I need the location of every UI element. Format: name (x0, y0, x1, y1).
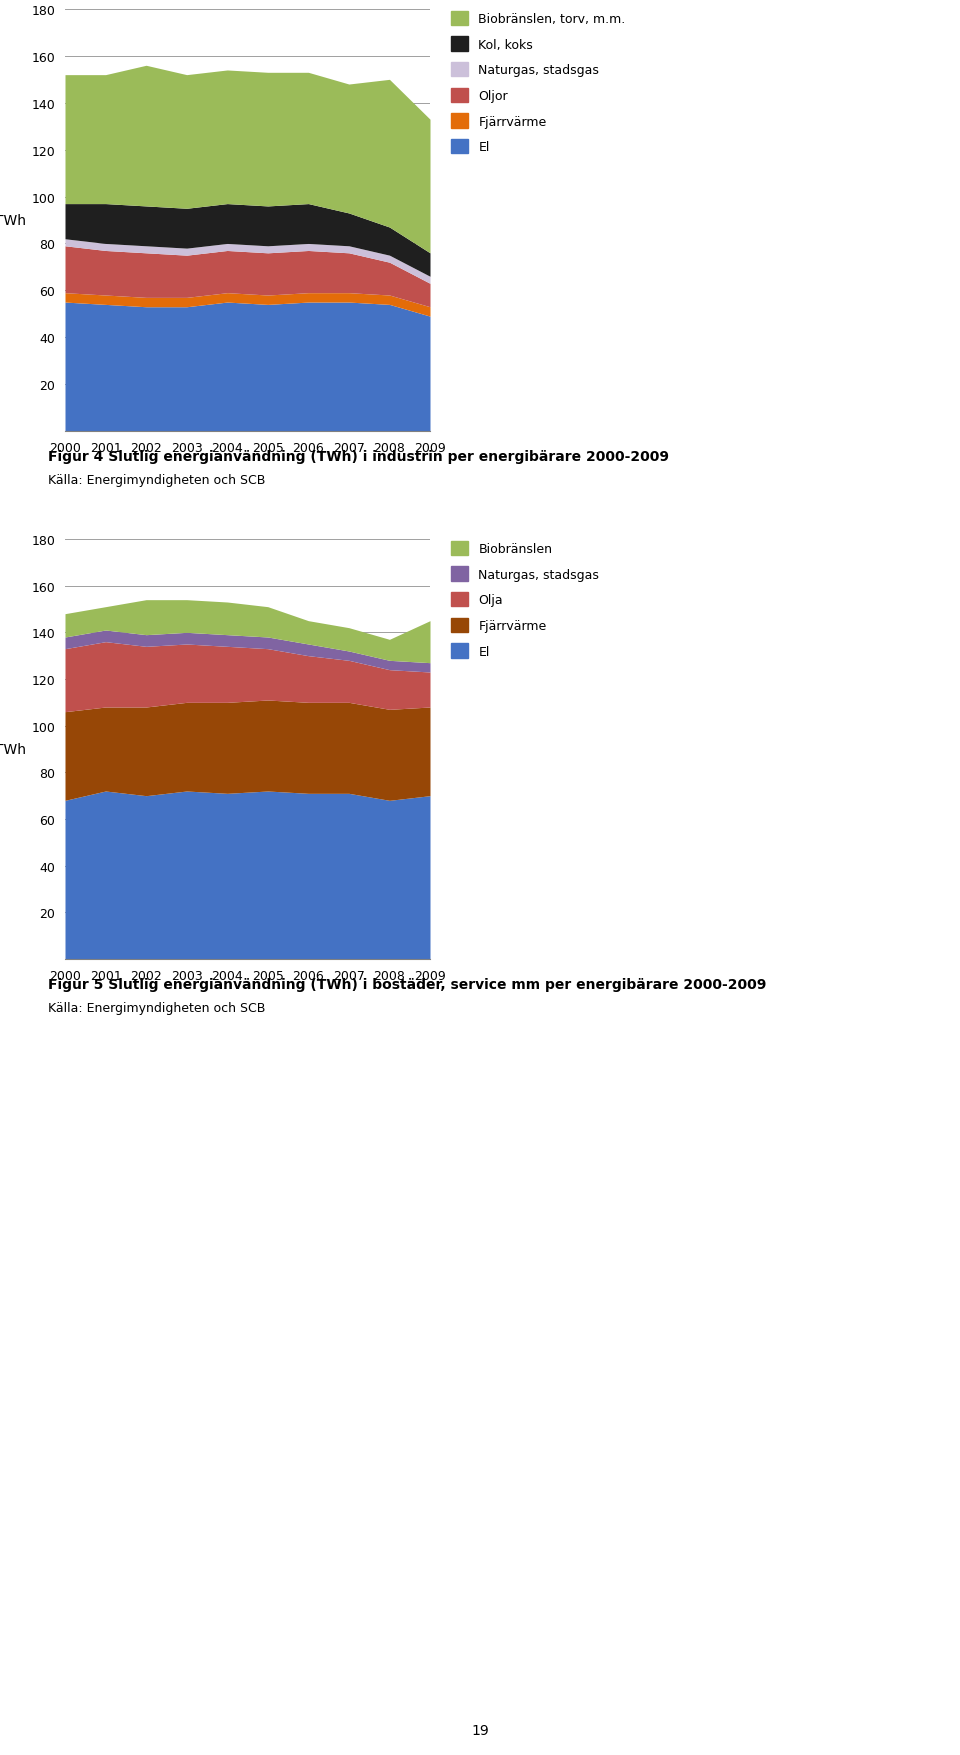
Text: Källa: Energimyndigheten och SCB: Källa: Energimyndigheten och SCB (48, 1002, 265, 1014)
Text: Figur 5 Slutlig energianvändning (TWh) i bostäder, service mm per energibärare 2: Figur 5 Slutlig energianvändning (TWh) i… (48, 978, 766, 992)
Legend: Biobränslen, torv, m.m., Kol, koks, Naturgas, stadsgas, Oljor, Fjärrvärme, El: Biobränslen, torv, m.m., Kol, koks, Natu… (447, 7, 630, 158)
Text: 19: 19 (471, 1723, 489, 1737)
Legend: Biobränslen, Naturgas, stadsgas, Olja, Fjärrvärme, El: Biobränslen, Naturgas, stadsgas, Olja, F… (447, 537, 603, 662)
Text: Figur 4 Slutlig energianvändning (TWh) i industrin per energibärare 2000-2009: Figur 4 Slutlig energianvändning (TWh) i… (48, 449, 669, 463)
Y-axis label: TWh: TWh (0, 214, 26, 228)
Text: Källa: Energimyndigheten och SCB: Källa: Energimyndigheten och SCB (48, 474, 265, 486)
Y-axis label: TWh: TWh (0, 742, 26, 756)
